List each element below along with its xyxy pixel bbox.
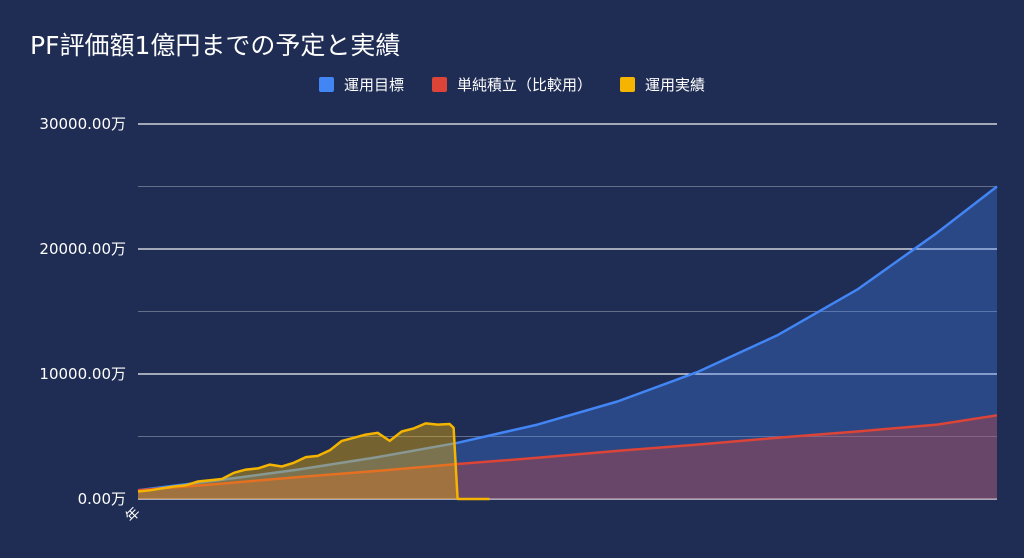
y-tick-label: 10000.00万 <box>39 365 126 383</box>
y-tick-label: 20000.00万 <box>39 240 126 258</box>
series-layer <box>137 185 998 501</box>
legend-item-target[interactable]: 運用目標 <box>318 74 404 95</box>
legend: 運用目標 単純積立（比較用） 運用実績 <box>0 74 1024 95</box>
legend-label-actual: 運用実績 <box>645 76 706 94</box>
series-actual-area <box>138 423 490 499</box>
series-simple-area <box>138 415 997 499</box>
series-simple-line <box>137 414 998 492</box>
legend-label-target: 運用目標 <box>343 76 404 94</box>
y-tick-label: 0.00万 <box>78 490 126 508</box>
legend-label-simple: 単純積立（比較用） <box>456 76 592 94</box>
series-target-area <box>138 186 997 499</box>
y-axis: 0.00万 10000.00万 20000.00万 30000.00万 <box>39 115 126 508</box>
legend-swatch-actual <box>620 77 635 92</box>
legend-item-simple[interactable]: 単純積立（比較用） <box>431 74 592 95</box>
series-actual-line <box>137 422 490 501</box>
chart-title: PF評価額1億円までの予定と実績 <box>30 31 401 60</box>
y-tick-label: 30000.00万 <box>39 115 126 133</box>
gridlines <box>138 123 997 500</box>
legend-swatch-simple <box>431 77 447 92</box>
legend-swatch-target <box>318 77 334 92</box>
series-target-line <box>137 185 998 492</box>
legend-item-actual[interactable]: 運用実績 <box>620 74 705 95</box>
